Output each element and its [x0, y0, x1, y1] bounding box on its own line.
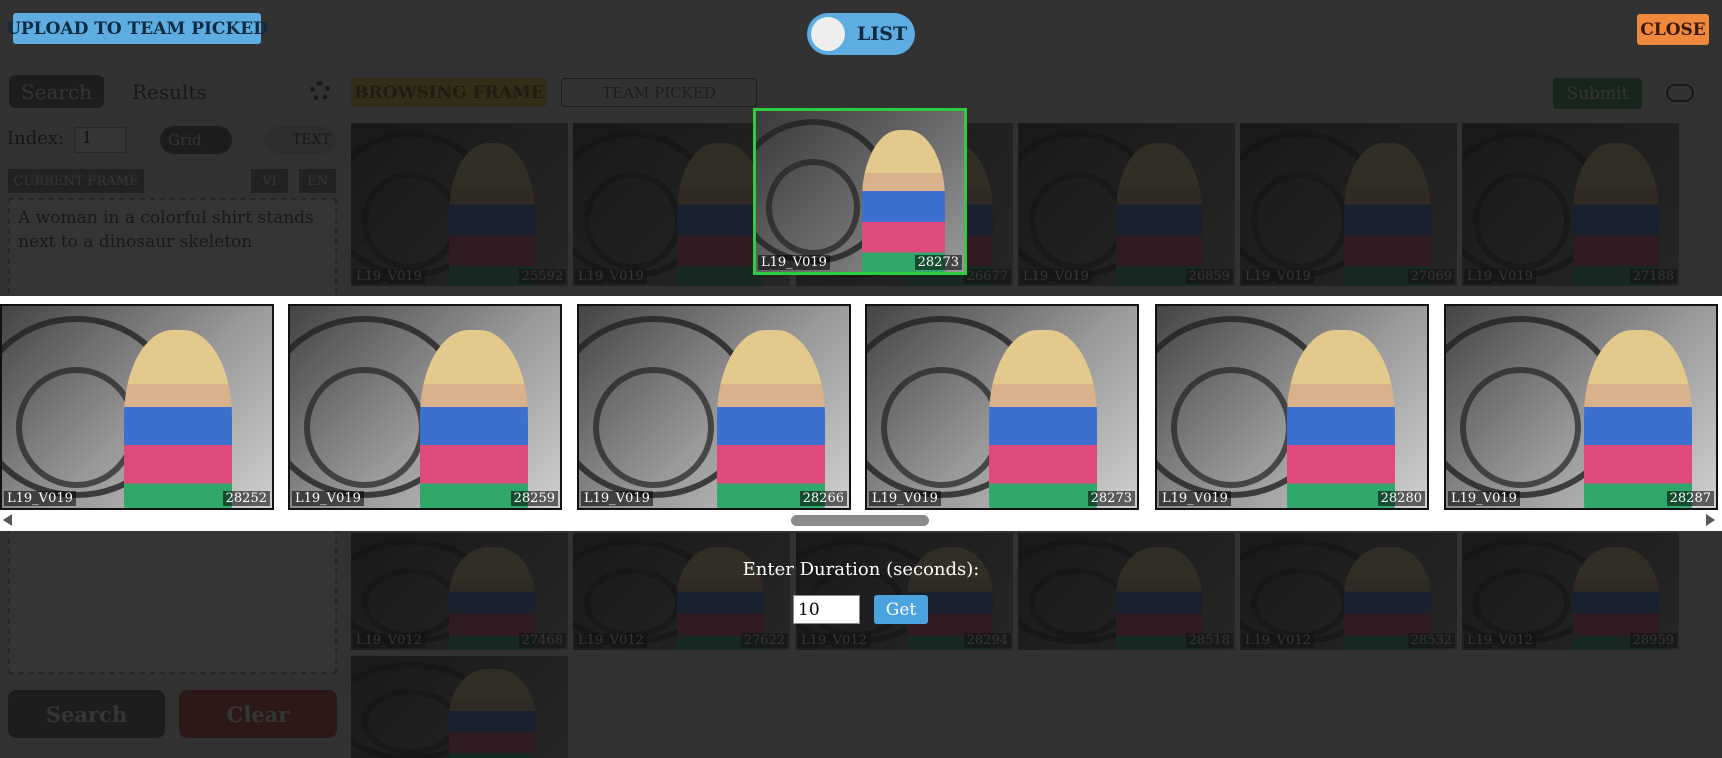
- get-button[interactable]: Get: [874, 595, 928, 624]
- upload-button[interactable]: UPLOAD TO TEAM PICKED: [6, 13, 268, 44]
- selected-frame[interactable]: L19_V019 28273: [753, 108, 967, 275]
- person: [716, 330, 825, 508]
- person: [1583, 330, 1692, 508]
- strip-frame[interactable]: L19_V019 28259: [288, 304, 562, 510]
- strip-frame[interactable]: L19_V019 28266: [577, 304, 851, 510]
- scroll-arrow-right[interactable]: [1706, 514, 1715, 526]
- frame-id: 28280: [1377, 491, 1425, 506]
- frame-id: 28273: [1087, 491, 1135, 506]
- duration-label: Enter Duration (seconds):: [742, 559, 980, 580]
- person: [419, 330, 528, 508]
- frame-id: 28266: [799, 491, 847, 506]
- skeleton: [15, 366, 137, 488]
- frame-strip: [0, 296, 1722, 531]
- skeleton: [766, 159, 860, 256]
- frame-id: 28259: [510, 491, 558, 506]
- video-id: L19_V019: [869, 491, 941, 506]
- video-id: L19_V019: [292, 491, 364, 506]
- list-toggle[interactable]: LIST: [807, 13, 915, 55]
- person: [988, 330, 1097, 508]
- strip-frame[interactable]: L19_V019 28287: [1444, 304, 1718, 510]
- person: [123, 330, 232, 508]
- skeleton: [1170, 366, 1292, 488]
- skeleton: [1459, 366, 1581, 488]
- video-id: L19_V019: [1448, 491, 1520, 506]
- skeleton: [592, 366, 714, 488]
- video-id: L19_V019: [4, 491, 76, 506]
- frame-id: 28287: [1666, 491, 1714, 506]
- video-id: L19_V019: [1159, 491, 1231, 506]
- strip-frame[interactable]: L19_V019 28273: [865, 304, 1139, 510]
- skeleton: [303, 366, 425, 488]
- video-id: L19_V019: [758, 255, 830, 270]
- video-id: L19_V019: [581, 491, 653, 506]
- scroll-arrow-left[interactable]: [3, 514, 12, 526]
- toggle-knob: [811, 17, 845, 51]
- skeleton: [880, 366, 1002, 488]
- frame-id: 28273: [914, 255, 962, 270]
- scroll-thumb[interactable]: [791, 515, 929, 526]
- person: [862, 130, 946, 272]
- frame-id: 28252: [222, 491, 270, 506]
- close-button[interactable]: CLOSE: [1637, 14, 1709, 45]
- strip-frame[interactable]: L19_V019 28280: [1155, 304, 1429, 510]
- duration-input[interactable]: 10: [793, 595, 860, 624]
- strip-frame[interactable]: L19_V019 28252: [0, 304, 274, 510]
- person: [1286, 330, 1395, 508]
